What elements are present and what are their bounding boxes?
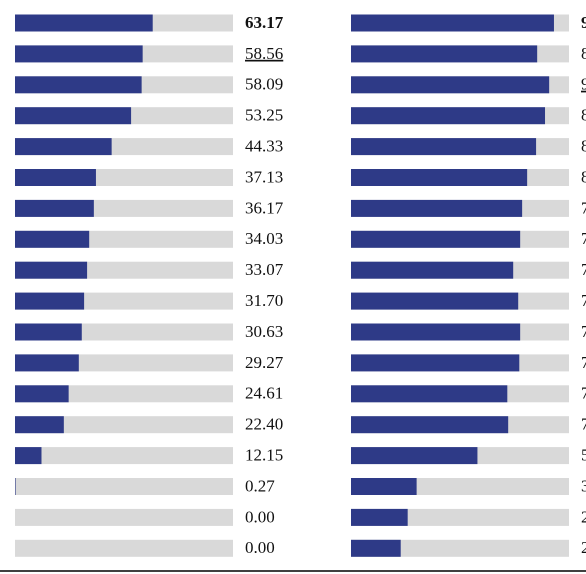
value-label: 90.90 <box>581 75 586 94</box>
bar <box>15 416 64 434</box>
bar <box>351 385 508 403</box>
bar <box>15 385 69 403</box>
value-label: 31.70 <box>245 291 283 310</box>
bar <box>351 539 401 557</box>
bar-track <box>15 539 233 557</box>
value-label: 30.10 <box>581 476 586 495</box>
bar <box>351 292 519 310</box>
bar-track <box>15 385 233 403</box>
value-label: 80.80 <box>581 167 586 186</box>
value-label: 85.40 <box>581 44 586 63</box>
bar <box>15 107 132 125</box>
bar <box>351 199 523 217</box>
value-label: 0.00 <box>245 507 275 526</box>
bar-track <box>351 539 569 557</box>
bar <box>351 323 521 341</box>
value-label: 58.09 <box>245 75 283 94</box>
bar <box>351 107 546 125</box>
value-label: 22.80 <box>581 538 586 557</box>
value-label: 36.17 <box>245 198 284 217</box>
bar-track <box>15 447 233 465</box>
value-label: 89.00 <box>581 106 586 125</box>
bar <box>15 354 79 372</box>
bar <box>351 508 408 526</box>
value-label: 78.50 <box>581 198 586 217</box>
bar <box>15 138 112 156</box>
value-label: 71.70 <box>581 384 586 403</box>
bar <box>15 230 90 248</box>
value-label: 76.70 <box>581 291 586 310</box>
bar <box>15 14 153 32</box>
value-label: 30.63 <box>245 322 283 341</box>
bar <box>351 138 537 156</box>
value-label: 24.61 <box>245 384 283 403</box>
bar <box>351 76 550 94</box>
value-label: 93.10 <box>581 13 586 32</box>
value-label: 44.33 <box>245 137 283 156</box>
value-label: 53.25 <box>245 106 283 125</box>
bar <box>351 416 509 434</box>
value-label: 26.00 <box>581 507 586 526</box>
bar-track <box>15 478 233 495</box>
value-label: 12.15 <box>245 446 283 465</box>
value-label: 63.17 <box>245 13 284 32</box>
value-label: 58.56 <box>245 44 283 63</box>
bar <box>15 323 82 341</box>
value-label: 74.40 <box>581 260 586 279</box>
value-label: 72.10 <box>581 415 586 434</box>
value-label: 29.27 <box>245 353 284 372</box>
value-label: 84.90 <box>581 137 586 156</box>
bar <box>15 169 96 186</box>
value-label: 37.13 <box>245 167 283 186</box>
value-label: 22.40 <box>245 415 283 434</box>
value-label: 77.20 <box>581 353 586 372</box>
bar <box>351 447 478 465</box>
value-label: 77.60 <box>581 229 586 248</box>
bar <box>15 76 142 94</box>
value-label: 77.60 <box>581 322 586 341</box>
bar <box>351 354 520 372</box>
bar <box>15 45 143 63</box>
bar <box>351 14 554 32</box>
bar <box>351 261 514 279</box>
bar-track <box>15 416 233 434</box>
bar <box>15 478 16 495</box>
bar-track <box>15 508 233 526</box>
bar <box>15 447 42 465</box>
bar <box>351 169 528 186</box>
value-label: 33.07 <box>245 260 284 279</box>
bar <box>15 292 85 310</box>
value-label: 34.03 <box>245 229 283 248</box>
bar <box>15 199 94 217</box>
bar <box>351 230 521 248</box>
value-label: 0.00 <box>245 538 275 557</box>
bar <box>15 261 88 279</box>
bar <box>351 45 538 63</box>
value-label: 0.27 <box>245 476 275 495</box>
value-label: 58.00 <box>581 446 586 465</box>
bar <box>351 478 417 495</box>
